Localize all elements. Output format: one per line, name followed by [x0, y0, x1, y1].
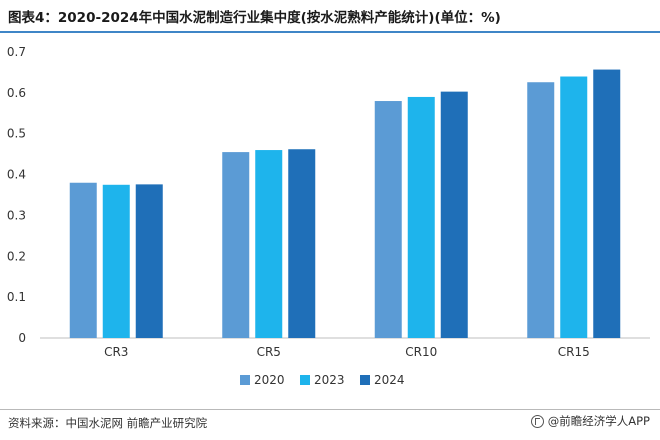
chart-legend: 2020 2023 2024 — [240, 373, 405, 387]
bar-chart: 0 0.1 0.2 0.3 0.4 0.5 0.6 0.7 CR3 CR5 CR10 CR15 20… — [7, 45, 650, 387]
x-tick-label: CR15 — [558, 345, 590, 359]
title-divider — [0, 31, 660, 33]
x-axis-ticks: CR3 CR5 CR10 CR15 — [104, 345, 590, 359]
y-tick-label: 0 — [18, 331, 26, 345]
bar-cr5-2024 — [288, 149, 316, 338]
y-tick-label: 0.3 — [7, 208, 26, 222]
legend-swatch — [240, 375, 250, 385]
y-tick-label: 0.1 — [7, 290, 26, 304]
legend-swatch — [300, 375, 310, 385]
legend-swatch — [360, 375, 370, 385]
bar-cr5-2020 — [222, 152, 250, 338]
footer-divider — [0, 409, 660, 410]
bar-cr3-2020 — [69, 182, 97, 338]
bar-cr10-2023 — [407, 96, 435, 338]
bar-group-cr3 — [69, 182, 163, 338]
x-tick-label: CR5 — [257, 345, 281, 359]
y-tick-label: 0.4 — [7, 168, 26, 182]
y-tick-label: 0.6 — [7, 86, 26, 100]
brand-credit: @前瞻经济学人APP — [530, 413, 650, 429]
bar-cr15-2024 — [593, 69, 621, 338]
bar-group-cr10 — [374, 91, 468, 339]
bar-cr3-2024 — [135, 184, 163, 338]
bar-cr15-2020 — [527, 82, 555, 338]
brand-logo-icon — [530, 414, 544, 428]
x-tick-label: CR10 — [405, 345, 437, 359]
bar-cr10-2020 — [374, 101, 402, 339]
source-note: 资料来源：中国水泥网 前瞻产业研究院 — [8, 416, 208, 430]
legend-item-2023: 2023 — [300, 373, 345, 387]
bar-group-cr5 — [222, 149, 316, 338]
bar-cr5-2023 — [255, 150, 283, 338]
y-axis-ticks: 0 0.1 0.2 0.3 0.4 0.5 0.6 0.7 — [7, 45, 26, 345]
bar-group-cr15 — [527, 69, 621, 338]
legend-item-2024: 2024 — [360, 373, 405, 387]
bar-cr10-2024 — [440, 91, 468, 338]
y-tick-label: 0.5 — [7, 127, 26, 141]
legend-label: 2024 — [374, 373, 405, 387]
y-tick-label: 0.2 — [7, 249, 26, 263]
x-tick-label: CR3 — [104, 345, 128, 359]
legend-label: 2020 — [254, 373, 285, 387]
bar-cr3-2023 — [102, 184, 130, 338]
bar-groups — [69, 69, 621, 339]
legend-item-2020: 2020 — [240, 373, 285, 387]
legend-label: 2023 — [314, 373, 345, 387]
chart-title: 图表4：2020-2024年中国水泥制造行业集中度(按水泥熟料产能统计)(单位：… — [8, 10, 501, 26]
bar-cr15-2023 — [560, 76, 588, 338]
brand-text: @前瞻经济学人APP — [547, 414, 650, 428]
y-tick-label: 0.7 — [7, 45, 26, 59]
